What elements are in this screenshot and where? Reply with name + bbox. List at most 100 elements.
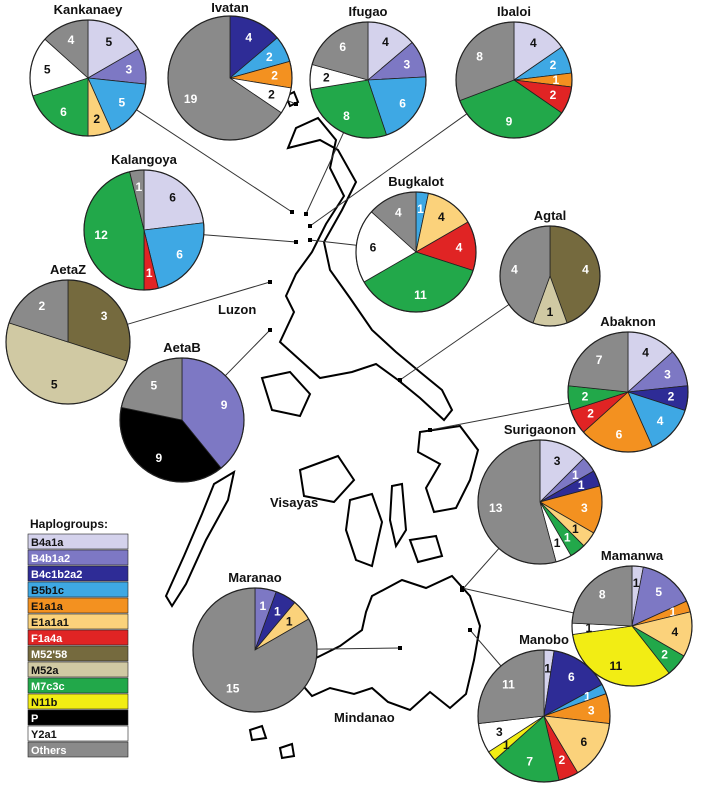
slice-label-kankanaey-b4b1a2: 3: [125, 62, 132, 76]
slice-label-aetaz-others: 2: [38, 299, 45, 313]
slice-label-ivatan-e1a1a: 2: [271, 69, 278, 83]
slice-label-kankanaey-b4a1a: 5: [106, 35, 113, 49]
slice-label-mamanwa-m7c3c: 2: [661, 647, 668, 661]
negros-island-outline: [344, 492, 384, 568]
slice-label-aetab-others: 5: [150, 378, 157, 392]
slice-label-bugkalot-b5b1c: 1: [417, 202, 424, 216]
slice-label-mamanwa-y2a1: 1: [585, 621, 592, 635]
pie-aetab: 9 9 5 AetaB: [119, 340, 245, 483]
pie-outline-aetab: [119, 357, 245, 483]
slice-label-agtal-m52-58: 4: [582, 263, 589, 277]
legend-label-f1a4a: F1a4a: [31, 633, 63, 645]
slice-label-kalangoya-f1a4a: 1: [146, 266, 153, 280]
legend-swatch-e1a1a: [27, 597, 129, 614]
pie-outline-aetaz: [5, 279, 131, 405]
slice-label-ibaloi-b5b1c: 2: [550, 58, 557, 72]
pie-outline-abaknon: [567, 331, 689, 453]
region-label-luzon: Luzon: [218, 302, 256, 317]
slice-label-abaknon-b5b1c: 4: [657, 414, 664, 428]
pie-title-aetab: AetaB: [163, 340, 201, 355]
leader-line-bugkalot: [309, 239, 357, 246]
legend-label-m7c3c: M7c3c: [31, 681, 65, 693]
slice-label-agtal-m52a: 1: [547, 305, 554, 319]
slice-label-abaknon-others: 7: [596, 353, 603, 367]
slice-label-manobo-b4a1a: 1: [544, 662, 551, 676]
slice-label-abaknon-e1a1a: 6: [616, 427, 623, 441]
slice-label-ivatan-others: 19: [184, 92, 198, 106]
region-label-mindanao: Mindanao: [334, 710, 395, 725]
leader-line-aetab: [224, 329, 271, 377]
pie-outline-ivatan: [167, 15, 293, 141]
legend-label-b5b1c: B5b1c: [31, 585, 64, 597]
slice-label-bugkalot-f1a4a: 4: [456, 241, 463, 255]
slice-label-manobo-e1a1a1: 6: [581, 735, 588, 749]
slice-label-surigaonon-e1a1a1: 1: [572, 522, 579, 536]
pie-title-aetaz: AetaZ: [50, 262, 86, 277]
location-marker-ibaloi: [308, 224, 312, 228]
pie-outline-manobo: [477, 649, 611, 783]
legend-label-e1a1a: E1a1a: [31, 601, 64, 613]
pie-outline-bugkalot: [355, 191, 477, 313]
legend-title: Haplogroups:: [30, 517, 108, 531]
legend-swatch-b5b1c: [27, 581, 129, 598]
slice-label-abaknon-f1a4a: 2: [587, 407, 594, 421]
legend-swatch-others: [27, 741, 129, 758]
mindoro-island-outline: [260, 370, 312, 418]
pie-title-ibaloi: Ibaloi: [497, 4, 531, 19]
legend-label-e1a1a1: E1a1a1: [31, 617, 69, 629]
slice-label-ifugao-m7c3c: 8: [343, 109, 350, 123]
slice-label-manobo-e1a1a: 3: [588, 704, 595, 718]
location-marker-agtal: [398, 378, 402, 382]
location-marker-abaknon: [428, 428, 432, 432]
slice-label-abaknon-m7c3c: 2: [582, 390, 589, 404]
legend-swatch-y2a1: [27, 725, 129, 742]
slice-label-surigaonon-m7c3c: 1: [564, 530, 571, 544]
legend-label-b4b1a2: B4b1a2: [31, 553, 70, 565]
palawan-island-outline: [164, 469, 236, 608]
pie-kalangoya: 6 6 1 12 1 Kalangoya: [83, 152, 205, 291]
pie-title-ifugao: Ifugao: [349, 4, 388, 19]
location-marker-bugkalot: [308, 238, 312, 242]
slice-label-manobo-b4c1b2a2: 6: [568, 670, 575, 684]
slice-label-aetab-p: 9: [155, 451, 162, 465]
slice-label-kankanaey-y2a1: 5: [44, 62, 51, 76]
pie-title-ivatan: Ivatan: [211, 0, 249, 15]
haplogroup-legend: Haplogroups: B4a1a B4b1a2 B4c1b2a2 B5b1c E1a…: [27, 517, 129, 758]
leader-line-ifugao: [305, 132, 345, 215]
slice-label-bugkalot-others: 4: [395, 206, 402, 220]
legend-swatch-e1a1a1: [27, 613, 129, 630]
slice-label-abaknon-b4a1a: 4: [642, 346, 649, 360]
leader-lines: [127, 100, 574, 667]
pie-outline-ibaloi: [455, 21, 573, 139]
slice-label-maranao-b4c1b2a2: 1: [274, 604, 281, 618]
slice-label-aetab-b4b1a2: 9: [221, 398, 228, 412]
slice-label-manobo-b5b1c: 1: [584, 690, 591, 704]
slice-label-ibaloi-f1a4a: 2: [550, 88, 557, 102]
location-marker-aetab: [268, 328, 272, 332]
pie-title-abaknon: Abaknon: [600, 314, 656, 329]
pie-outline-kalangoya: [83, 169, 205, 291]
legend-label-y2a1: Y2a1: [31, 729, 57, 741]
leader-line-agtal: [399, 304, 510, 381]
slice-label-bugkalot-y2a1: 6: [370, 241, 377, 255]
slice-label-manobo-m7c3c: 7: [526, 754, 533, 768]
slice-label-kankanaey-m7c3c: 6: [60, 105, 67, 119]
legend-swatch-m52-58: [27, 645, 129, 662]
slice-label-kalangoya-b5b1c: 6: [176, 248, 183, 262]
cebu-island-outline: [388, 482, 408, 549]
pie-title-manobo: Manobo: [519, 632, 569, 647]
slice-label-surigaonon-y2a1: 1: [554, 536, 561, 550]
slice-label-ifugao-b4b1a2: 3: [403, 58, 410, 72]
leader-line-abaknon: [429, 402, 570, 431]
pie-outline-ifugao: [309, 21, 427, 139]
slice-label-ibaloi-others: 8: [476, 49, 483, 63]
slice-label-ibaloi-b4a1a: 4: [530, 36, 537, 50]
slice-label-kankanaey-b5b1c: 5: [118, 96, 125, 110]
pie-outline-mamanwa: [571, 565, 693, 687]
